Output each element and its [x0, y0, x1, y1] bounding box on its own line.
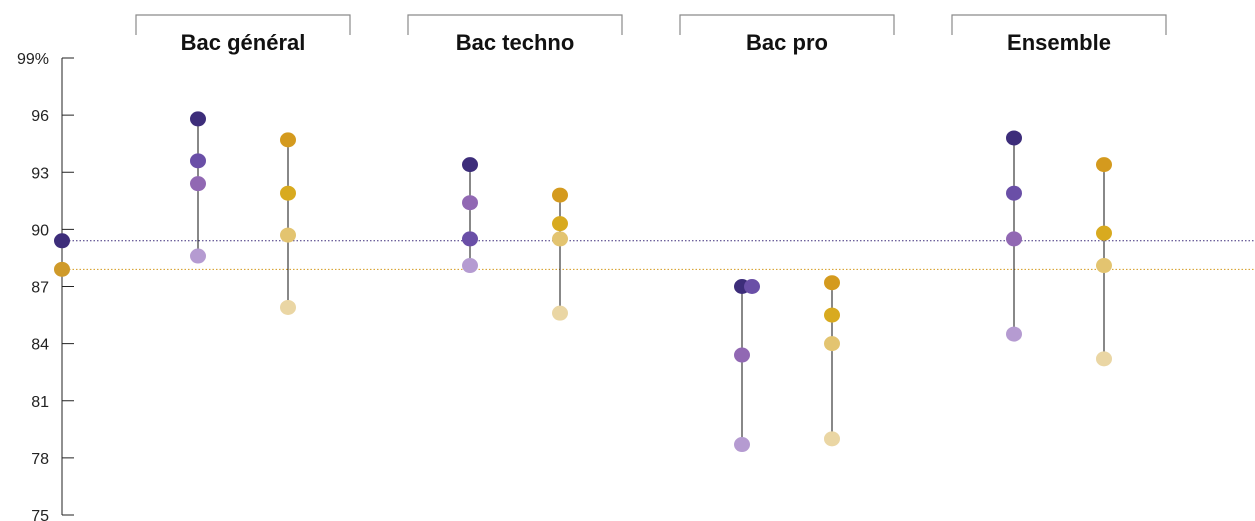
data-point [552, 231, 568, 247]
data-point [462, 258, 478, 274]
y-axis: 75 78 81 84 87 90 93 96 99% [17, 51, 74, 521]
y-tick-label-81: 81 [31, 394, 49, 411]
reference-point-1 [54, 261, 70, 277]
data-point [280, 227, 296, 243]
group-label: Bac techno [456, 30, 575, 55]
data-point [1096, 225, 1112, 241]
data-point [1006, 130, 1022, 146]
group-2: Bac pro [679, 14, 895, 453]
group-bracket [135, 14, 351, 35]
data-point [824, 336, 840, 352]
data-point [280, 132, 296, 148]
group-label: Bac pro [746, 30, 828, 55]
data-point [744, 279, 760, 294]
data-point [280, 185, 296, 201]
data-point [734, 347, 750, 363]
data-point [824, 431, 840, 447]
y-tick-label-90: 90 [31, 222, 49, 239]
data-point [462, 195, 478, 211]
reference-point-0 [54, 233, 70, 249]
data-point [1096, 157, 1112, 173]
group-0: Bac général [135, 14, 351, 315]
group-bracket [679, 14, 895, 35]
group-label: Ensemble [1007, 30, 1111, 55]
data-point [190, 176, 206, 192]
data-point [1006, 326, 1022, 342]
group-bracket [951, 14, 1167, 35]
y-tick-label-84: 84 [31, 337, 49, 354]
data-point [462, 157, 478, 173]
group-3: Ensemble [951, 14, 1167, 367]
data-point [1096, 258, 1112, 274]
data-point [824, 307, 840, 323]
data-point [280, 299, 296, 315]
data-point [462, 231, 478, 247]
y-tick-label-96: 96 [31, 108, 49, 125]
y-tick-label-78: 78 [31, 451, 49, 468]
data-point [190, 153, 206, 169]
y-tick-label-75: 75 [31, 508, 49, 521]
data-point [552, 305, 568, 321]
data-point [190, 248, 206, 264]
data-point [1006, 231, 1022, 247]
data-point [824, 275, 840, 291]
data-point [1096, 351, 1112, 367]
data-point [552, 187, 568, 203]
group-label: Bac général [181, 30, 306, 55]
y-tick-label-87: 87 [31, 280, 49, 297]
groups-layer: Bac général Bac techno Bac pro Ensemble [135, 14, 1167, 453]
data-point [1006, 185, 1022, 201]
data-point [734, 437, 750, 453]
group-bracket [407, 14, 623, 35]
group-1: Bac techno [407, 14, 623, 321]
y-tick-label-99: 99% [17, 51, 49, 68]
data-point [552, 216, 568, 232]
reference-points [54, 233, 70, 277]
y-tick-label-93: 93 [31, 165, 49, 182]
data-point [190, 111, 206, 127]
reference-lines [62, 240, 1255, 270]
